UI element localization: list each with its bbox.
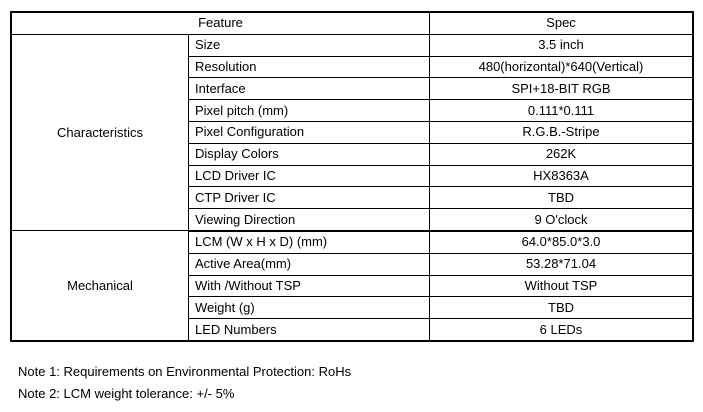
- table-row: Active Area(mm) 53.28*71.04: [11, 252, 694, 276]
- note: Note 2: LCM weight tolerance: +/- 5%: [18, 386, 235, 401]
- header-cell: Spec: [429, 11, 694, 35]
- table-row: Weight (g) TBD: [11, 296, 694, 320]
- spec-cell: 53.28*71.04: [429, 252, 694, 276]
- table-row: With /Without TSP Without TSP: [11, 274, 694, 298]
- spec-cell: 64.0*85.0*3.0: [429, 230, 694, 254]
- header-row: Feature Spec: [10, 11, 694, 35]
- spec-cell: 3.5 inch: [429, 33, 694, 57]
- feature-cell: LED Numbers: [188, 318, 430, 342]
- group-cell: Mechanical: [10, 230, 189, 342]
- feature-cell: Size: [188, 33, 430, 57]
- header-cell: Feature: [10, 11, 430, 35]
- feature-cell: Resolution: [188, 55, 430, 79]
- spec-cell: R.G.B.-Stripe: [429, 120, 694, 144]
- spec-cell: 0.111*0.111: [429, 99, 694, 122]
- table-row: Resolution 480(horizontal)*640(Vertical): [11, 55, 694, 79]
- feature-cell: Interface: [188, 77, 430, 101]
- spec-cell: 480(horizontal)*640(Vertical): [429, 55, 694, 79]
- feature-cell: LCD Driver IC: [188, 164, 430, 188]
- spec-cell: 262K: [429, 142, 694, 166]
- table-row: Viewing Direction 9 O'clock: [11, 208, 694, 232]
- spec-table: Feature Spec Characteristics Size 3.5 inch Re…: [10, 11, 694, 342]
- table-row: Display Colors 262K: [11, 142, 694, 166]
- table-row: Characteristics Size 3.5 inch: [10, 33, 694, 232]
- spec-cell: TBD: [429, 186, 694, 210]
- table-row: CTP Driver IC TBD: [11, 186, 694, 210]
- spec-cell: HX8363A: [429, 164, 694, 188]
- spec-cell: 9 O'clock: [429, 208, 694, 232]
- note: Note 1: Requirements on Environmental Pr…: [18, 364, 352, 379]
- table-row: Interface SPI+18-BIT RGB: [11, 77, 694, 101]
- feature-cell: Weight (g): [188, 296, 430, 320]
- feature-cell: CTP Driver IC: [188, 186, 430, 210]
- spec-cell: 6 LEDs: [429, 318, 694, 342]
- spec-cell: Without TSP: [429, 274, 694, 298]
- feature-cell: Pixel Configuration: [188, 120, 430, 144]
- spec-cell: SPI+18-BIT RGB: [429, 77, 694, 101]
- feature-cell: LCM (W x H x D) (mm): [188, 230, 430, 254]
- table-row: Mechanical LCM (W x H x D) (mm) 64.0*85.0*…: [10, 230, 694, 342]
- table-row: LED Numbers 6 LEDs: [11, 318, 694, 342]
- notes: Note 1: Requirements on Environmental Pr…: [18, 361, 351, 405]
- feature-cell: Active Area(mm): [188, 252, 430, 276]
- spec-cell: TBD: [429, 296, 694, 320]
- feature-cell: Viewing Direction: [188, 208, 430, 232]
- feature-cell: Display Colors: [188, 142, 430, 166]
- table-row: Pixel pitch (mm) 0.111*0.111: [11, 99, 694, 122]
- group-cell: Characteristics: [10, 33, 189, 232]
- feature-cell: With /Without TSP: [188, 274, 430, 298]
- feature-cell: Pixel pitch (mm): [188, 99, 430, 122]
